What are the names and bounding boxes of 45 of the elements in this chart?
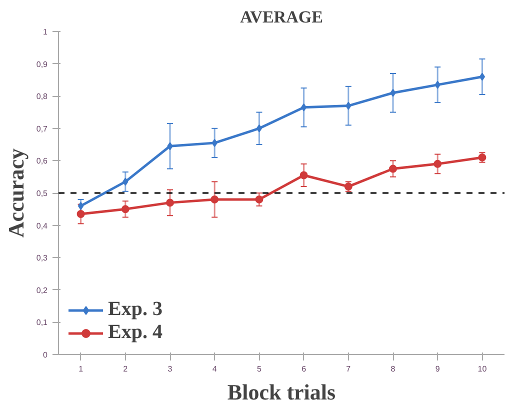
y-tick-label: 0,3: [36, 254, 48, 263]
x-tick-label: 7: [346, 364, 352, 374]
y-tick-label: 0,1: [36, 318, 48, 328]
y-tick-label: 0,8: [36, 92, 48, 102]
point: [389, 164, 397, 173]
y-tick-label: 0,4: [36, 221, 48, 230]
y-tick-label: 0,6: [36, 156, 48, 166]
x-tick-label: 2: [123, 364, 128, 374]
x-axis-title: Block trials: [227, 380, 336, 404]
x-tick-label: 4: [212, 364, 218, 374]
point: [346, 102, 352, 110]
point: [300, 171, 308, 180]
chart-title: AVERAGE: [240, 8, 323, 26]
legend-label: Exp. 4: [108, 321, 162, 344]
point: [121, 205, 130, 214]
point: [167, 142, 173, 150]
y-tick-label: 0,2: [36, 286, 48, 295]
y-tick-label: 0: [43, 350, 48, 360]
y-tick-label: 1: [43, 28, 48, 36]
point: [210, 195, 219, 204]
point: [434, 160, 442, 168]
point: [390, 88, 396, 97]
point: [479, 72, 486, 81]
x-tick-label: 10: [478, 364, 488, 374]
legend-label: Exp. 3: [108, 298, 162, 321]
x-tick-label: 6: [302, 364, 307, 374]
y-axis-title: Accuracy: [3, 148, 28, 238]
y-tick-label: 0,7: [36, 124, 48, 134]
x-tick-label: 1: [78, 364, 84, 374]
point: [76, 210, 85, 218]
point: [212, 138, 218, 147]
x-tick-label: 9: [435, 364, 440, 374]
point: [344, 182, 352, 191]
point: [478, 153, 486, 162]
point: [256, 124, 262, 132]
y-tick-label: 0,5: [36, 189, 48, 198]
point: [300, 103, 307, 112]
point: [166, 198, 174, 207]
x-tick-label: 3: [168, 364, 173, 374]
x-tick-label: 5: [256, 364, 262, 374]
point: [255, 195, 264, 204]
point: [122, 178, 128, 186]
y-tick-label: 0,9: [36, 60, 48, 69]
x-tick-label: 8: [390, 364, 396, 374]
point: [434, 80, 440, 89]
